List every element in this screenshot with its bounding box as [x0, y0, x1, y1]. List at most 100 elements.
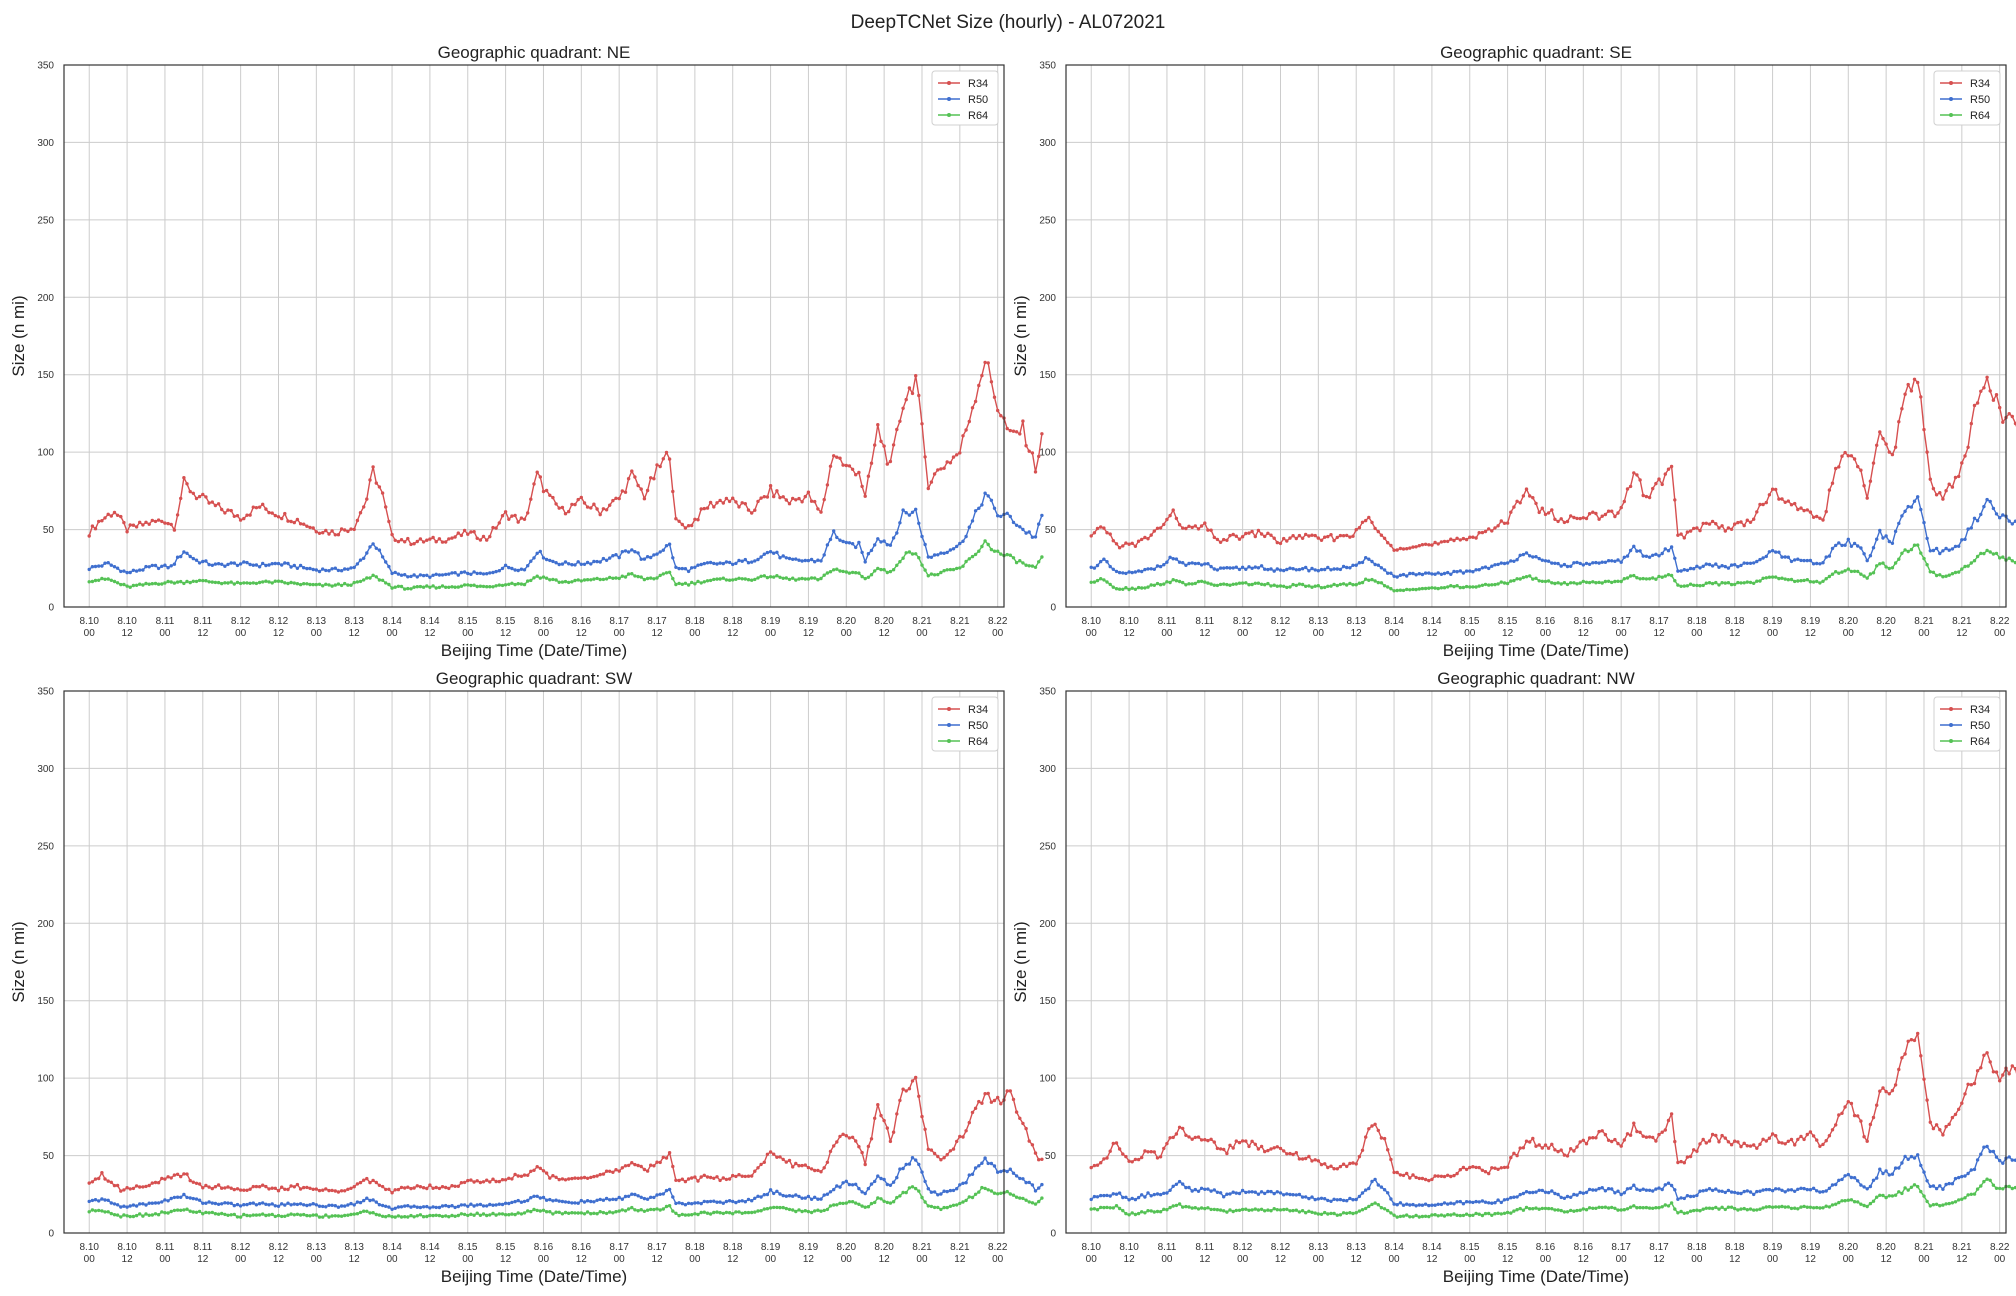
data-point	[1005, 1089, 1009, 1093]
data-point	[1275, 1190, 1280, 1194]
data-point	[453, 1184, 457, 1189]
data-point	[743, 502, 747, 506]
data-point	[1458, 585, 1463, 590]
data-point	[1878, 1089, 1882, 1093]
data-point	[475, 1211, 479, 1215]
data-point	[1632, 573, 1636, 578]
data-point	[1196, 1207, 1201, 1211]
data-point	[1282, 1193, 1286, 1197]
data-point	[1278, 1208, 1283, 1212]
data-point	[809, 557, 814, 562]
data-point	[1222, 582, 1226, 586]
data-point	[847, 1200, 852, 1204]
data-point	[188, 554, 192, 559]
data-point	[1830, 481, 1835, 485]
data-point	[750, 1174, 754, 1178]
legend-marker	[1949, 707, 1953, 711]
x-tick-label: 8.12 12	[1271, 616, 1291, 639]
data-point	[1717, 1140, 1721, 1144]
data-point	[403, 573, 407, 577]
data-point	[526, 564, 530, 568]
data-point	[585, 505, 590, 509]
data-point	[1963, 1092, 1967, 1096]
data-point	[1578, 516, 1582, 521]
data-point	[150, 518, 154, 523]
data-point	[368, 1180, 372, 1185]
data-point	[674, 565, 678, 569]
data-point	[1692, 1208, 1696, 1213]
data-point	[1739, 520, 1743, 524]
data-point	[1834, 570, 1838, 574]
data-point	[1998, 516, 2002, 520]
data-point	[680, 1212, 684, 1217]
data-point	[1947, 482, 1951, 486]
data-point	[1259, 1190, 1264, 1194]
data-point	[731, 496, 735, 500]
data-point	[1168, 580, 1172, 585]
data-point	[1162, 522, 1166, 527]
legend-marker	[947, 81, 951, 85]
y-axis-label: Size (n mi)	[9, 921, 28, 1002]
data-point	[1641, 554, 1645, 558]
data-point	[904, 511, 908, 515]
data-point	[1625, 1187, 1630, 1191]
data-point	[1994, 1155, 1999, 1159]
data-point	[1008, 514, 1012, 519]
data-point	[1698, 566, 1702, 570]
data-point	[1922, 1077, 1926, 1081]
data-point	[942, 569, 946, 573]
data-point	[986, 1091, 990, 1096]
data-point	[257, 1202, 262, 1206]
data-point	[1427, 1178, 1431, 1183]
data-point	[1704, 1206, 1709, 1210]
data-point	[614, 553, 618, 557]
data-point	[298, 1202, 303, 1206]
data-point	[1550, 581, 1554, 585]
data-point	[122, 520, 126, 525]
data-point	[620, 1166, 624, 1170]
data-point	[1543, 559, 1548, 563]
data-point	[1285, 1207, 1289, 1212]
data-point	[1436, 1174, 1440, 1178]
data-point	[1338, 1197, 1343, 1202]
data-point	[850, 570, 855, 575]
data-point	[592, 1200, 596, 1204]
x-tick-label: 8.14 12	[420, 616, 440, 639]
data-point	[1859, 546, 1863, 550]
data-point	[1884, 1089, 1888, 1094]
data-point	[1635, 549, 1639, 553]
data-point	[1666, 573, 1671, 577]
data-point	[1909, 505, 1914, 509]
data-point	[257, 505, 262, 509]
data-point	[428, 585, 432, 589]
data-point	[1405, 1171, 1409, 1176]
data-point	[1651, 1189, 1655, 1193]
data-point	[967, 1120, 971, 1125]
data-point	[1256, 581, 1261, 585]
data-point	[1008, 1089, 1012, 1093]
data-point	[1310, 1195, 1314, 1199]
data-point	[380, 1214, 385, 1219]
data-point	[544, 1198, 549, 1202]
data-point	[1332, 1211, 1336, 1216]
data-point	[273, 513, 277, 518]
data-point	[1152, 1150, 1157, 1154]
data-point	[1569, 1147, 1573, 1151]
data-point	[1114, 569, 1119, 574]
data-point	[778, 1155, 782, 1159]
data-point	[1136, 539, 1141, 543]
data-point	[115, 1213, 120, 1217]
data-point	[1297, 533, 1302, 538]
data-point	[948, 461, 953, 465]
data-point	[753, 559, 757, 563]
data-point	[242, 1212, 246, 1217]
data-point	[1259, 1144, 1264, 1149]
data-point	[1603, 1189, 1608, 1193]
data-point	[1319, 1196, 1324, 1201]
data-point	[1024, 1198, 1028, 1202]
data-point	[150, 1213, 154, 1217]
data-point	[1742, 1141, 1746, 1146]
data-point	[1095, 1195, 1100, 1199]
x-tick-label: 8.12 00	[1233, 616, 1253, 639]
